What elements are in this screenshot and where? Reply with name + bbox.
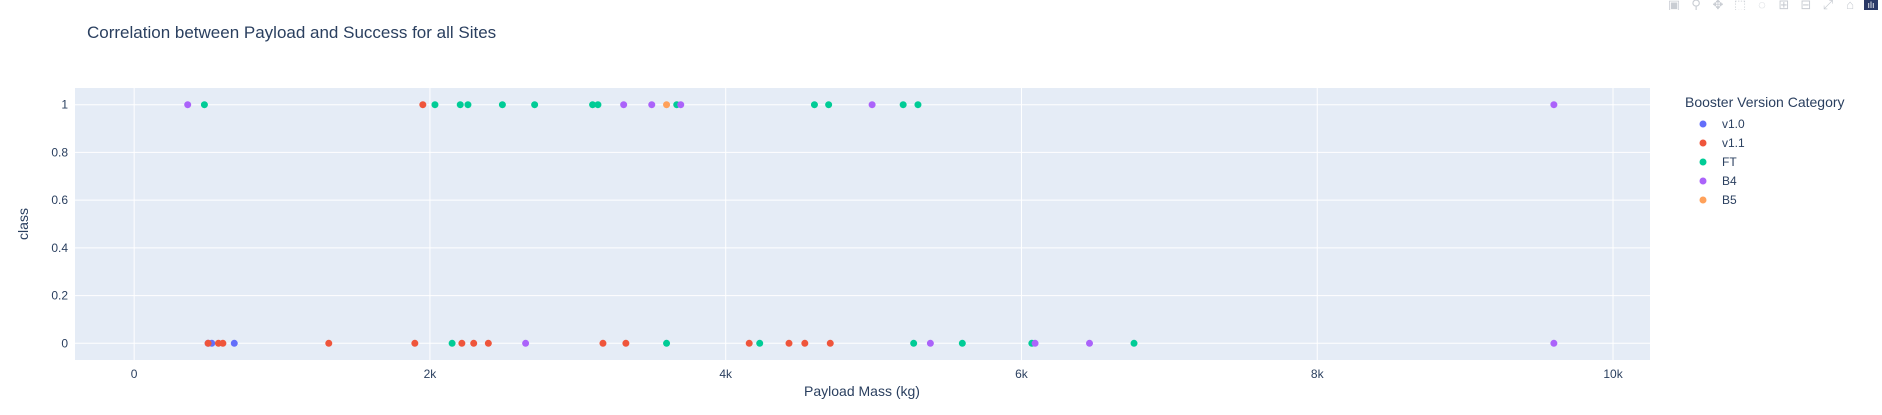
data-point[interactable] xyxy=(756,339,764,347)
y-tick-label: 0.6 xyxy=(51,193,68,207)
data-point[interactable] xyxy=(589,101,597,109)
data-point[interactable] xyxy=(411,339,419,347)
data-point[interactable] xyxy=(1031,339,1039,347)
legend-marker xyxy=(1699,196,1707,204)
data-point[interactable] xyxy=(910,339,918,347)
legend-label: B4 xyxy=(1722,174,1737,188)
legend-item[interactable]: B5 xyxy=(1699,193,1738,207)
legend-label: FT xyxy=(1722,155,1737,169)
legend-marker xyxy=(1699,177,1707,185)
data-point[interactable] xyxy=(522,339,530,347)
data-point[interactable] xyxy=(663,101,671,109)
data-point[interactable] xyxy=(531,101,539,109)
data-point[interactable] xyxy=(1130,339,1138,347)
data-point[interactable] xyxy=(464,101,472,109)
x-tick-label: 4k xyxy=(719,367,733,381)
data-point[interactable] xyxy=(498,101,506,109)
data-point[interactable] xyxy=(448,339,456,347)
y-tick-label: 1 xyxy=(61,98,68,112)
data-point[interactable] xyxy=(926,339,934,347)
autoscale-icon[interactable]: ⤢ xyxy=(1822,0,1834,10)
series-b5 xyxy=(663,101,671,109)
data-point[interactable] xyxy=(470,339,478,347)
data-point[interactable] xyxy=(785,339,793,347)
legend-label: v1.1 xyxy=(1722,136,1745,150)
data-points xyxy=(184,101,1558,347)
series-v1-1 xyxy=(204,101,834,347)
y-tick-label: 0.8 xyxy=(51,145,68,159)
chart-title: Correlation between Payload and Success … xyxy=(87,23,496,42)
plot-area[interactable] xyxy=(75,88,1650,360)
data-point[interactable] xyxy=(230,339,238,347)
data-point[interactable] xyxy=(801,339,809,347)
data-point[interactable] xyxy=(200,101,208,109)
data-point[interactable] xyxy=(419,101,427,109)
legend-marker xyxy=(1699,158,1707,166)
legend-marker xyxy=(1699,139,1707,147)
data-point[interactable] xyxy=(826,339,834,347)
zoom-icon[interactable]: ⚲ xyxy=(1691,0,1701,10)
x-tick-label: 6k xyxy=(1015,367,1029,381)
data-point[interactable] xyxy=(914,101,922,109)
data-point[interactable] xyxy=(599,339,607,347)
legend-item[interactable]: v1.1 xyxy=(1699,136,1746,150)
y-tick-label: 0 xyxy=(61,336,68,350)
data-point[interactable] xyxy=(219,339,227,347)
legend-label: v1.0 xyxy=(1722,117,1745,131)
x-tick-label: 10k xyxy=(1603,367,1623,381)
data-point[interactable] xyxy=(825,101,833,109)
y-tick-label: 0.4 xyxy=(51,241,68,255)
lasso-icon[interactable]: ◌ xyxy=(1758,0,1766,10)
data-point[interactable] xyxy=(810,101,818,109)
data-point[interactable] xyxy=(745,339,753,347)
data-point[interactable] xyxy=(620,101,628,109)
data-point[interactable] xyxy=(325,339,333,347)
data-point[interactable] xyxy=(958,339,966,347)
modebar: ▣ ⚲ ✥ ⬚ ◌ ⊞ ⊟ ⤢ ⌂ ılı xyxy=(1666,0,1878,12)
x-axis-label: Payload Mass (kg) xyxy=(804,383,920,399)
x-tick-label: 8k xyxy=(1311,367,1325,381)
data-point[interactable] xyxy=(899,101,907,109)
y-axis-label: class xyxy=(15,208,31,240)
data-point[interactable] xyxy=(1550,339,1558,347)
plotly-logo[interactable]: ılı xyxy=(1864,0,1878,10)
data-point[interactable] xyxy=(204,339,212,347)
data-point[interactable] xyxy=(1086,339,1094,347)
data-point[interactable] xyxy=(484,339,492,347)
series-b4 xyxy=(184,101,1558,347)
legend-item[interactable]: FT xyxy=(1699,155,1738,169)
data-point[interactable] xyxy=(1550,101,1558,109)
legend-marker xyxy=(1699,120,1707,128)
x-tick-label: 2k xyxy=(424,367,438,381)
legend-item[interactable]: v1.0 xyxy=(1699,117,1746,131)
axis-ticks: 0 2k 4k 6k 8k 10k 0 0.2 0.4 0.6 0.8 1 xyxy=(51,98,1623,381)
data-point[interactable] xyxy=(663,339,671,347)
reset-axes-icon[interactable]: ⌂ xyxy=(1846,0,1854,10)
pan-icon[interactable]: ✥ xyxy=(1712,0,1724,10)
data-point[interactable] xyxy=(648,101,656,109)
data-point[interactable] xyxy=(868,101,876,109)
data-point[interactable] xyxy=(677,101,685,109)
zoom-in-icon[interactable]: ⊞ xyxy=(1778,0,1790,10)
box-select-icon[interactable]: ⬚ xyxy=(1733,0,1747,10)
data-point[interactable] xyxy=(456,101,464,109)
legend-title: Booster Version Category xyxy=(1685,94,1845,110)
legend-label: B5 xyxy=(1722,193,1737,207)
data-point[interactable] xyxy=(594,101,602,109)
grid-lines xyxy=(75,88,1650,360)
legend-item[interactable]: B4 xyxy=(1699,174,1738,188)
zoom-out-icon[interactable]: ⊟ xyxy=(1800,0,1812,10)
data-point[interactable] xyxy=(431,101,439,109)
legend: Booster Version Category v1.0 v1.1 FT B4 B5 xyxy=(1685,94,1845,207)
camera-icon[interactable]: ▣ xyxy=(1667,0,1681,10)
data-point[interactable] xyxy=(458,339,466,347)
x-tick-label: 0 xyxy=(131,367,138,381)
data-point[interactable] xyxy=(622,339,630,347)
data-point[interactable] xyxy=(184,101,192,109)
y-tick-label: 0.2 xyxy=(51,289,68,303)
